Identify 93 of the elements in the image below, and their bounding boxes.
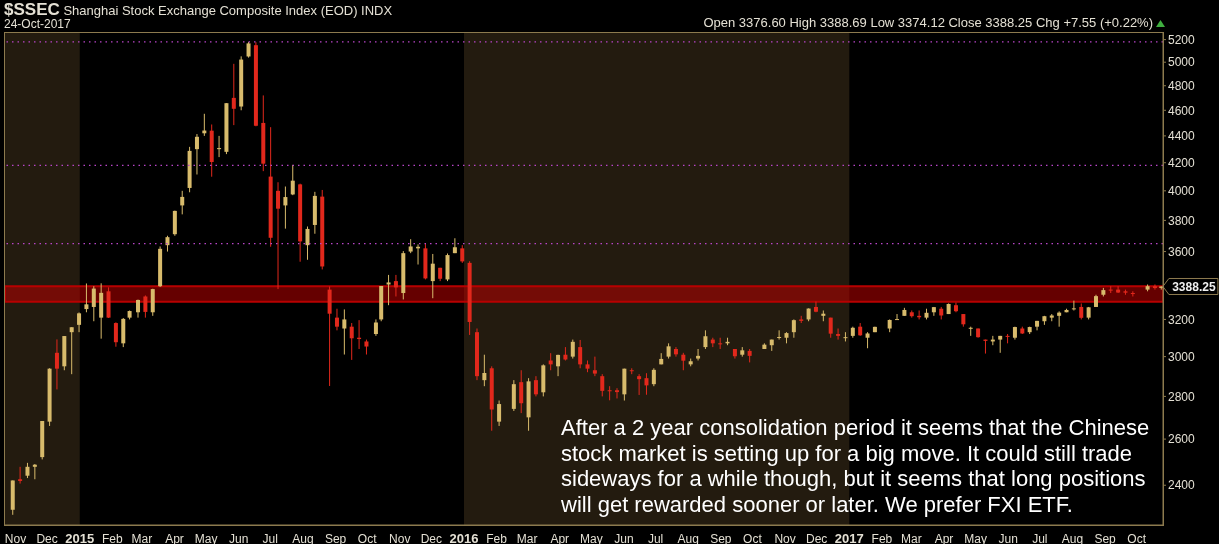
candlestick bbox=[290, 164, 295, 196]
y-tick-label: 4400 bbox=[1168, 129, 1196, 144]
x-tick-label: Mar bbox=[516, 531, 538, 544]
candlestick bbox=[836, 328, 841, 341]
candlestick bbox=[1057, 310, 1062, 328]
x-tick-label: Nov bbox=[774, 531, 796, 544]
x-tick-label: Jul bbox=[1032, 531, 1048, 544]
x-tick-label: Jun bbox=[229, 531, 249, 544]
x-tick-label: Jun bbox=[998, 531, 1018, 544]
x-tick-label: Dec bbox=[805, 531, 828, 544]
candlestick bbox=[1116, 285, 1121, 294]
candlestick bbox=[18, 466, 23, 485]
y-tick-label: 5200 bbox=[1168, 32, 1196, 47]
candlestick bbox=[777, 329, 782, 341]
candlestick bbox=[342, 308, 347, 356]
x-tick-label: Jun bbox=[614, 531, 634, 544]
candlestick bbox=[217, 135, 222, 158]
candlestick bbox=[703, 329, 708, 350]
x-tick-label: Nov bbox=[4, 531, 27, 544]
candlestick bbox=[180, 190, 185, 215]
y-tick-label: 4000 bbox=[1168, 184, 1196, 199]
x-tick-label: Oct bbox=[743, 531, 763, 544]
candlestick bbox=[533, 375, 538, 397]
candlestick bbox=[77, 311, 82, 333]
candlestick bbox=[673, 346, 678, 358]
candlestick bbox=[172, 210, 177, 237]
y-tick-label: 2400 bbox=[1168, 478, 1196, 493]
candlestick bbox=[895, 313, 900, 321]
y-tick-label: 3800 bbox=[1168, 213, 1196, 228]
x-tick-label: Feb bbox=[486, 531, 508, 544]
x-tick-label: Nov bbox=[389, 531, 411, 544]
candlestick bbox=[592, 356, 597, 377]
candlestick bbox=[91, 285, 96, 322]
candlestick bbox=[482, 354, 487, 387]
x-tick-label: Mar bbox=[901, 531, 922, 544]
candlestick bbox=[791, 318, 796, 339]
y-tick-label: 3200 bbox=[1168, 312, 1196, 327]
y-tick-label: 3000 bbox=[1168, 349, 1196, 364]
candlestick bbox=[718, 337, 723, 350]
candlestick bbox=[143, 294, 148, 319]
x-tick-label: Mar bbox=[131, 531, 153, 544]
candlestick bbox=[305, 225, 310, 261]
x-tick-label: Feb bbox=[871, 531, 893, 544]
x-tick-label: Oct bbox=[357, 531, 378, 544]
candlestick bbox=[69, 326, 74, 375]
candlestick bbox=[1152, 283, 1157, 291]
x-tick-label: Jul bbox=[647, 531, 664, 544]
y-tick-label: 5000 bbox=[1168, 55, 1196, 70]
y-tick-label: 4200 bbox=[1168, 155, 1196, 170]
annotation: 3388.25 bbox=[1172, 279, 1216, 294]
x-tick-label: 2016 bbox=[449, 531, 479, 544]
candlestick bbox=[276, 181, 281, 290]
x-tick-label: Dec bbox=[36, 531, 58, 544]
candlestick bbox=[607, 385, 612, 401]
y-tick-label: 4600 bbox=[1168, 103, 1196, 118]
y-tick-label: 2800 bbox=[1168, 389, 1196, 404]
y-tick-label: 4800 bbox=[1168, 79, 1196, 93]
candlestick bbox=[194, 133, 199, 175]
candlestick bbox=[452, 237, 457, 254]
candlestick bbox=[393, 274, 398, 297]
candlestick bbox=[84, 282, 89, 313]
candlestick bbox=[113, 321, 118, 348]
candlestick bbox=[1071, 300, 1076, 311]
candlestick bbox=[334, 308, 339, 331]
candlestick bbox=[430, 253, 435, 299]
candlestick bbox=[283, 186, 288, 230]
x-tick-label: 2017 bbox=[834, 531, 864, 544]
candlestick bbox=[600, 373, 605, 397]
x-tick-label: Jul bbox=[262, 531, 278, 544]
candlestick bbox=[570, 339, 575, 360]
candlestick bbox=[54, 338, 59, 390]
candlestick bbox=[813, 301, 818, 313]
candlestick bbox=[696, 348, 701, 361]
candlestick bbox=[386, 274, 391, 306]
candlestick bbox=[644, 372, 649, 396]
x-tick-label: Oct bbox=[1127, 531, 1147, 544]
candlestick bbox=[150, 288, 155, 317]
candlestick bbox=[578, 339, 583, 369]
candlestick bbox=[615, 387, 619, 399]
x-tick-label: 2015 bbox=[65, 531, 95, 544]
candlestick bbox=[349, 322, 354, 361]
y-tick-label: 3600 bbox=[1168, 244, 1196, 259]
x-tick-label: Dec bbox=[420, 531, 443, 544]
candlestick bbox=[497, 400, 502, 427]
candlestick bbox=[231, 63, 236, 126]
y-tick-label: 2600 bbox=[1168, 432, 1196, 447]
annotation: After a 2 year consolidation period it seems that the Chinese stock market is setting up for a big move. It could still trade sideways for a while though, but it seems that long positions will get rewarded sooner or later. We prefer FXI ETF. bbox=[561, 415, 1150, 517]
chart-subtitle: 24-Oct-2017 bbox=[4, 17, 71, 31]
candlestick bbox=[637, 373, 642, 396]
candlestick bbox=[519, 369, 524, 414]
x-tick-label: Feb bbox=[102, 531, 124, 544]
text: Open 3376.60 High 3388.69 Low 3374.12 Close 3388.25 Chg +7.55 (+0.22%) bbox=[703, 15, 1153, 30]
chart-title: $SSEC Shanghai Stock Exchange Composite Index (EOD) INDX bbox=[4, 0, 393, 19]
